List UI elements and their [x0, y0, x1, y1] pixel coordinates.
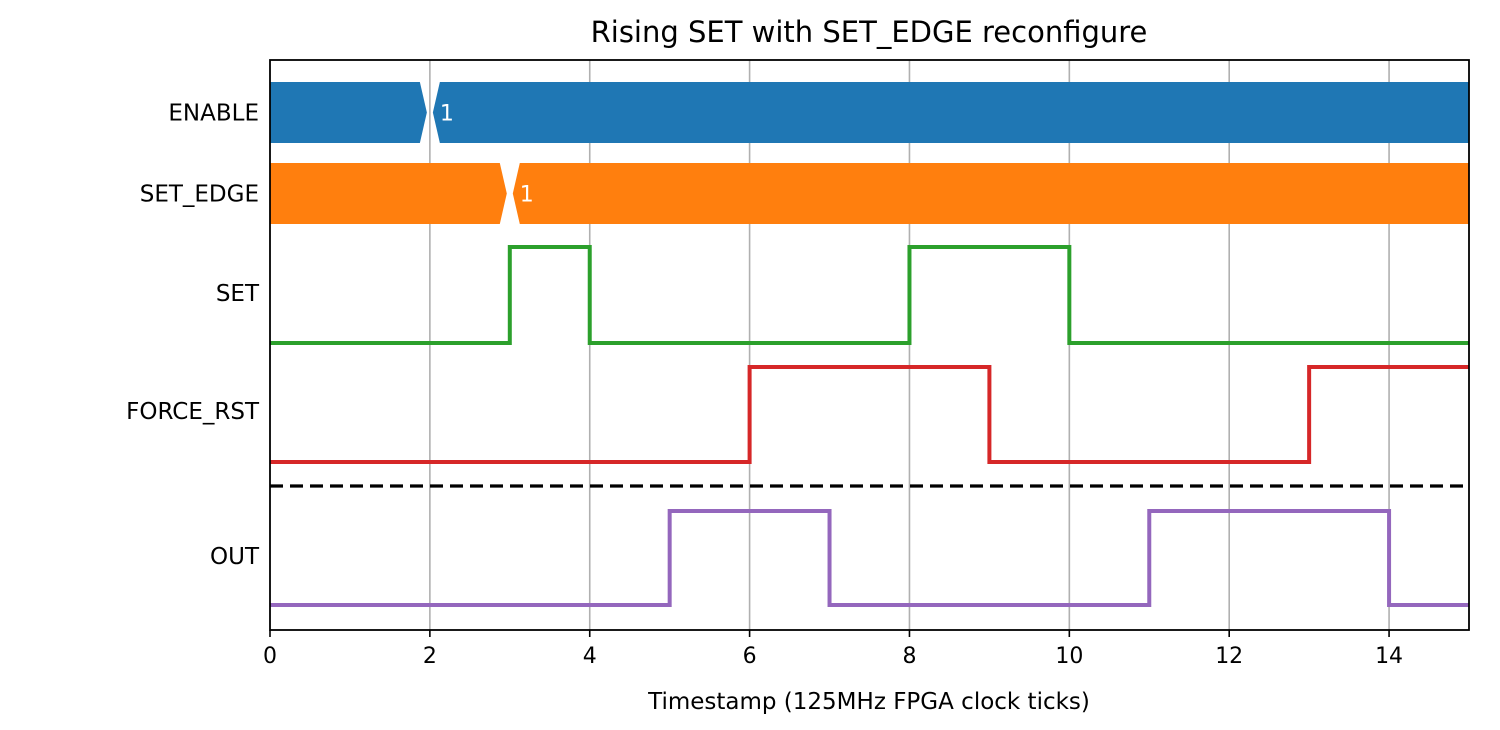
x-tick-label-12: 12	[1215, 644, 1243, 669]
plot-frame	[269, 59, 1470, 631]
x-tick-label-14: 14	[1375, 644, 1403, 669]
x-tick-label-2: 2	[423, 644, 437, 669]
set-edge-bus-segment	[270, 163, 507, 224]
x-tick-label-10: 10	[1055, 644, 1083, 669]
set-waveform	[270, 245, 1469, 345]
signal-label-enable: ENABLE	[168, 101, 259, 127]
x-tick-label-6: 6	[743, 644, 757, 669]
x-tick-label-8: 8	[902, 644, 916, 669]
x-tick-label-0: 0	[263, 644, 277, 669]
enable-bus-segment	[270, 82, 427, 143]
signal-label-set-edge: SET_EDGE	[140, 182, 259, 208]
set-edge-bus-segment	[512, 163, 1469, 224]
enable-bus-value: 1	[440, 102, 454, 127]
out-waveform	[270, 509, 1469, 607]
x-tick-label-4: 4	[583, 644, 597, 669]
waveforms: 11	[270, 82, 1469, 607]
x-axis-label: Timestamp (125MHz FPGA clock ticks)	[647, 689, 1090, 715]
signal-label-set: SET	[216, 281, 260, 307]
force-rst-waveform	[270, 365, 1469, 464]
set-edge-bus-value: 1	[520, 183, 534, 208]
x-axis-ticks: 0 2 4 6 8 10 12 14	[263, 630, 1403, 669]
signal-label-force-rst: FORCE_RST	[126, 399, 260, 425]
signal-label-out: OUT	[210, 544, 260, 570]
signal-labels: ENABLE SET_EDGE SET FORCE_RST OUT	[126, 101, 260, 571]
chart-title: Rising SET with SET_EDGE reconfigure	[591, 15, 1148, 49]
enable-bus-segment	[432, 82, 1469, 143]
